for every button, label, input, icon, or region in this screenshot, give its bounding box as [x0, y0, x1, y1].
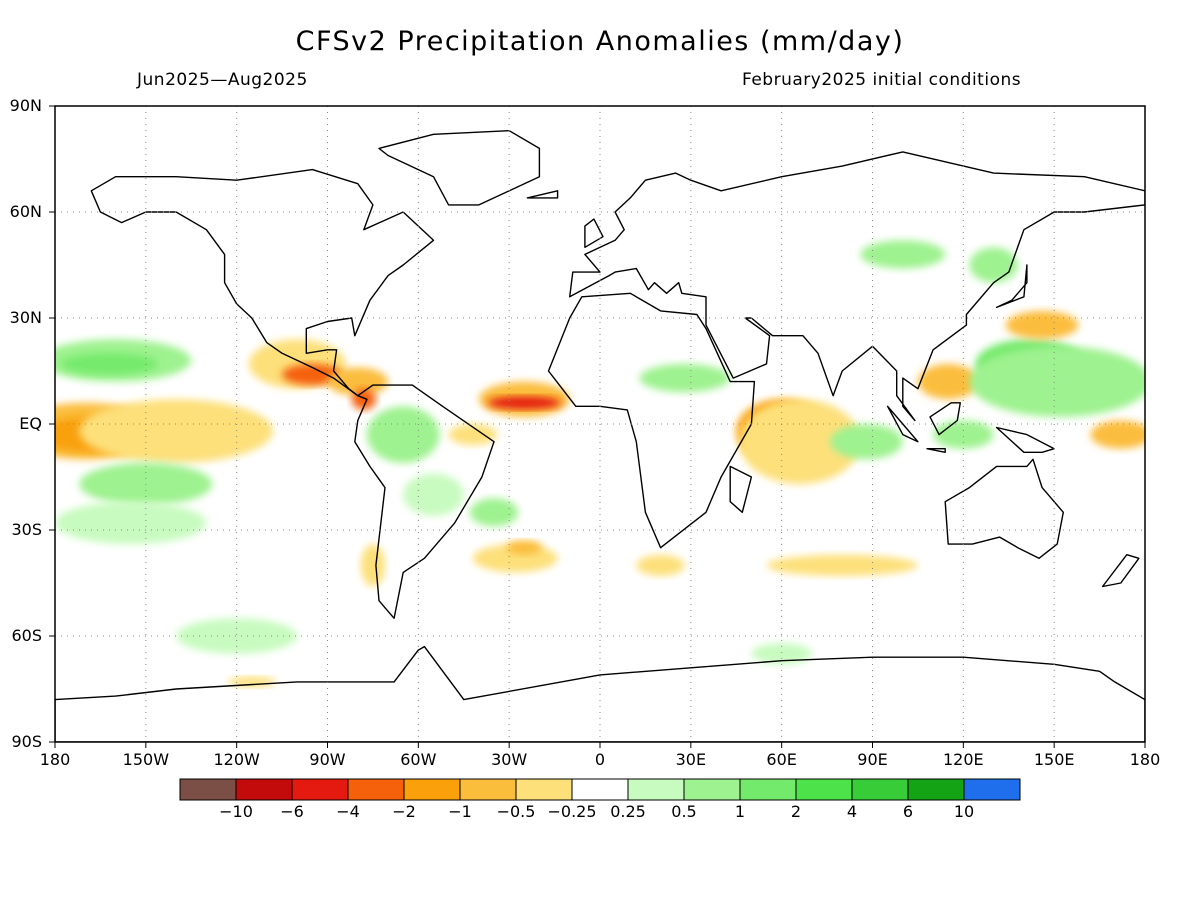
colorbar-swatch [739, 778, 797, 801]
axis-ticks [49, 105, 1146, 748]
coastline [926, 448, 946, 453]
lon-label: 150E [1033, 750, 1075, 769]
anomaly-region [860, 240, 946, 269]
lat-label: 60N [9, 202, 42, 221]
anomaly-region [917, 363, 979, 400]
anomaly-region [176, 618, 298, 654]
anomaly-region [327, 367, 389, 396]
coastline [944, 458, 1064, 559]
colorbar-label: −10 [219, 802, 253, 821]
lon-label: 60E [766, 750, 797, 769]
colorbar-label: 0.25 [610, 802, 646, 821]
colorbar-label: 4 [846, 802, 858, 821]
lat-label: 60S [11, 626, 42, 645]
coastline [995, 426, 1055, 453]
colorbar-swatch [963, 778, 1021, 801]
colorbar-swatch [627, 778, 685, 801]
colorbar-swatch [795, 778, 853, 801]
lon-label: 180 [39, 750, 71, 769]
coastline [729, 465, 753, 513]
map-title: CFSv2 Precipitation Anomalies (mm/day) [295, 26, 905, 57]
anomaly-region [969, 346, 1145, 417]
coastline [526, 190, 559, 199]
colorbar-label: −0.25 [547, 802, 597, 821]
coastline [886, 405, 919, 443]
colorbar-swatch [291, 778, 349, 801]
anomaly-region [1090, 420, 1145, 449]
coastline [584, 218, 604, 248]
anomaly-region [487, 396, 561, 410]
coastline [995, 264, 1028, 309]
coastline [354, 384, 495, 619]
anomaly-region [448, 424, 498, 446]
lon-label: 90E [857, 750, 888, 769]
anomaly-region [766, 554, 918, 576]
lon-label: 180 [1129, 750, 1161, 769]
colorbar-swatch [683, 778, 741, 801]
lat-label: 30S [11, 520, 42, 539]
colorbar-swatch [571, 778, 629, 801]
anomaly-region [751, 643, 812, 665]
colorbar-swatch [851, 778, 909, 801]
colorbar-label: −0.5 [496, 802, 536, 821]
anomaly-region [830, 424, 903, 460]
anomaly-region [351, 388, 376, 410]
anomaly-region [506, 540, 543, 555]
colorbar-swatch [347, 778, 405, 801]
colorbar-swatch [459, 778, 517, 801]
colorbar-label: 6 [902, 802, 914, 821]
coastline [55, 645, 1145, 742]
lon-label: 60W [400, 750, 437, 769]
coastline [1101, 554, 1140, 588]
lon-label: 120W [213, 750, 260, 769]
colorbar-label: −6 [280, 802, 304, 821]
colorbar-swatch [179, 778, 237, 801]
lat-label: EQ [19, 414, 42, 433]
anomaly-region [636, 554, 685, 576]
coastline [569, 151, 1145, 422]
anomaly-region [360, 544, 386, 587]
colorbar-label: −2 [392, 802, 416, 821]
colorbar-swatch [235, 778, 293, 801]
lat-label: 30N [9, 308, 42, 327]
coastlines [55, 130, 1145, 742]
lon-label: 120E [943, 750, 984, 769]
anomaly-region [639, 363, 731, 393]
initial-conditions: February2025 initial conditions [742, 70, 1022, 90]
anomaly-layer [55, 240, 1145, 688]
graticule [55, 106, 1145, 742]
colorbar-label: −4 [336, 802, 360, 821]
lat-label: 90N [9, 96, 42, 115]
colorbar-swatch [907, 778, 965, 801]
colorbar-swatch [515, 778, 573, 801]
lon-label: 150W [122, 750, 170, 769]
lon-label: 30E [675, 750, 707, 769]
colorbar-label: 10 [953, 802, 975, 821]
anomaly-region [282, 363, 343, 386]
anomaly-region [61, 353, 158, 375]
lon-label: 0 [594, 750, 606, 769]
colorbar-label: 2 [790, 802, 802, 821]
colorbar-label: 0.5 [671, 802, 697, 821]
colorbar [179, 778, 1021, 801]
anomaly-region [469, 498, 519, 527]
colorbar-label: 1 [734, 802, 746, 821]
anomaly-region [403, 473, 464, 516]
lat-label: 90S [11, 732, 42, 751]
coastline [90, 168, 435, 397]
lon-label: 90W [309, 750, 346, 769]
anomaly-region [366, 406, 440, 463]
anomaly-region [55, 501, 207, 545]
lon-label: 30W [491, 750, 528, 769]
anomaly-region [79, 399, 273, 463]
anomaly-region [739, 399, 861, 485]
anomaly-region [1005, 310, 1079, 340]
anomaly-region [969, 247, 1018, 283]
colorbar-swatch [403, 778, 461, 801]
colorbar-label: −1 [448, 802, 472, 821]
coastline [929, 402, 961, 436]
forecast-period: Jun2025—Aug2025 [137, 70, 308, 90]
